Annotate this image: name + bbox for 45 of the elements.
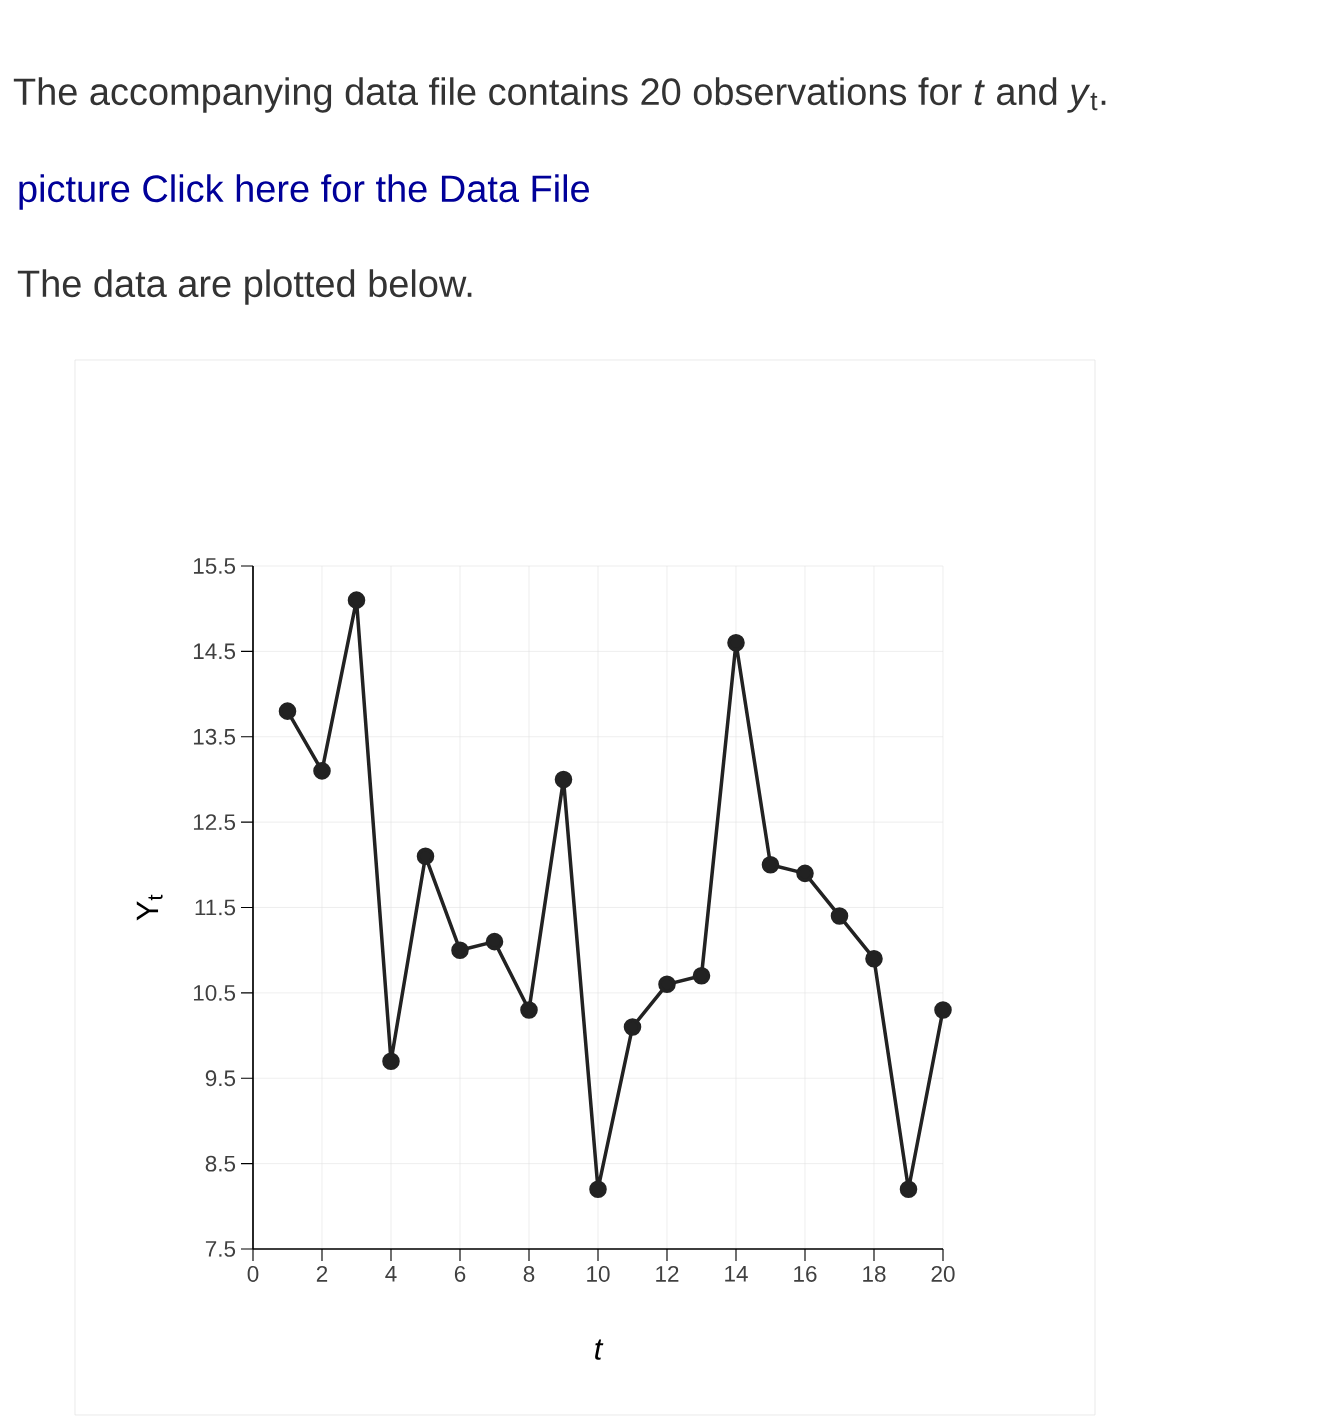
y-tick-label: 9.5 — [205, 1070, 236, 1087]
y-tick-label: 11.5 — [195, 899, 236, 916]
x-tick-label: 8 — [523, 1265, 535, 1282]
text: picture Click here for the Data File — [19, 174, 589, 210]
y-tick-label: 15.5 — [193, 558, 236, 574]
y-tick-label: 7.5 — [205, 1241, 236, 1257]
point — [451, 941, 469, 959]
point — [761, 856, 780, 874]
x-tick-label: 4 — [385, 1265, 397, 1282]
point — [347, 591, 366, 609]
y-tick-label: 13.5 — [193, 728, 236, 745]
x-tick-label: 10 — [587, 1265, 610, 1282]
x-tick-label: 0 — [247, 1265, 259, 1282]
point — [934, 1001, 952, 1019]
point — [554, 770, 573, 789]
point — [830, 907, 849, 925]
x-axis-title: t — [595, 1339, 604, 1360]
y-tick-label: 8.5 — [205, 1155, 236, 1172]
y-tick-label: 12.5 — [193, 814, 236, 831]
x-tick-label: 14 — [725, 1265, 748, 1282]
x-tick-label: 12 — [656, 1265, 679, 1282]
point — [796, 864, 814, 883]
point — [727, 634, 745, 652]
point — [899, 1180, 918, 1199]
x-tick-label: 20 — [931, 1265, 955, 1282]
point — [692, 967, 711, 985]
point — [520, 1001, 538, 1019]
y-tick-label: 10.5 — [193, 984, 236, 1001]
x-tick-label: 2 — [316, 1265, 328, 1282]
chart-title: The accompanying data file contains 20 observations for t and y$_{t}$. — [13, 77, 1106, 113]
x-tick-label: 18 — [863, 1265, 886, 1282]
x-tick-label: 6 — [454, 1265, 466, 1282]
point — [278, 702, 297, 720]
y-tick-label: 14.5 — [193, 643, 236, 660]
point — [865, 949, 883, 968]
point — [623, 1018, 642, 1036]
y-axis-title: Y$_{t}$ — [136, 894, 163, 921]
point — [485, 932, 504, 951]
text: The data are plotted below. — [17, 269, 472, 305]
point — [658, 975, 676, 994]
x-tick-label: 16 — [794, 1265, 817, 1282]
point — [416, 847, 435, 866]
point — [589, 1180, 607, 1199]
point — [313, 762, 331, 780]
point — [382, 1052, 400, 1070]
